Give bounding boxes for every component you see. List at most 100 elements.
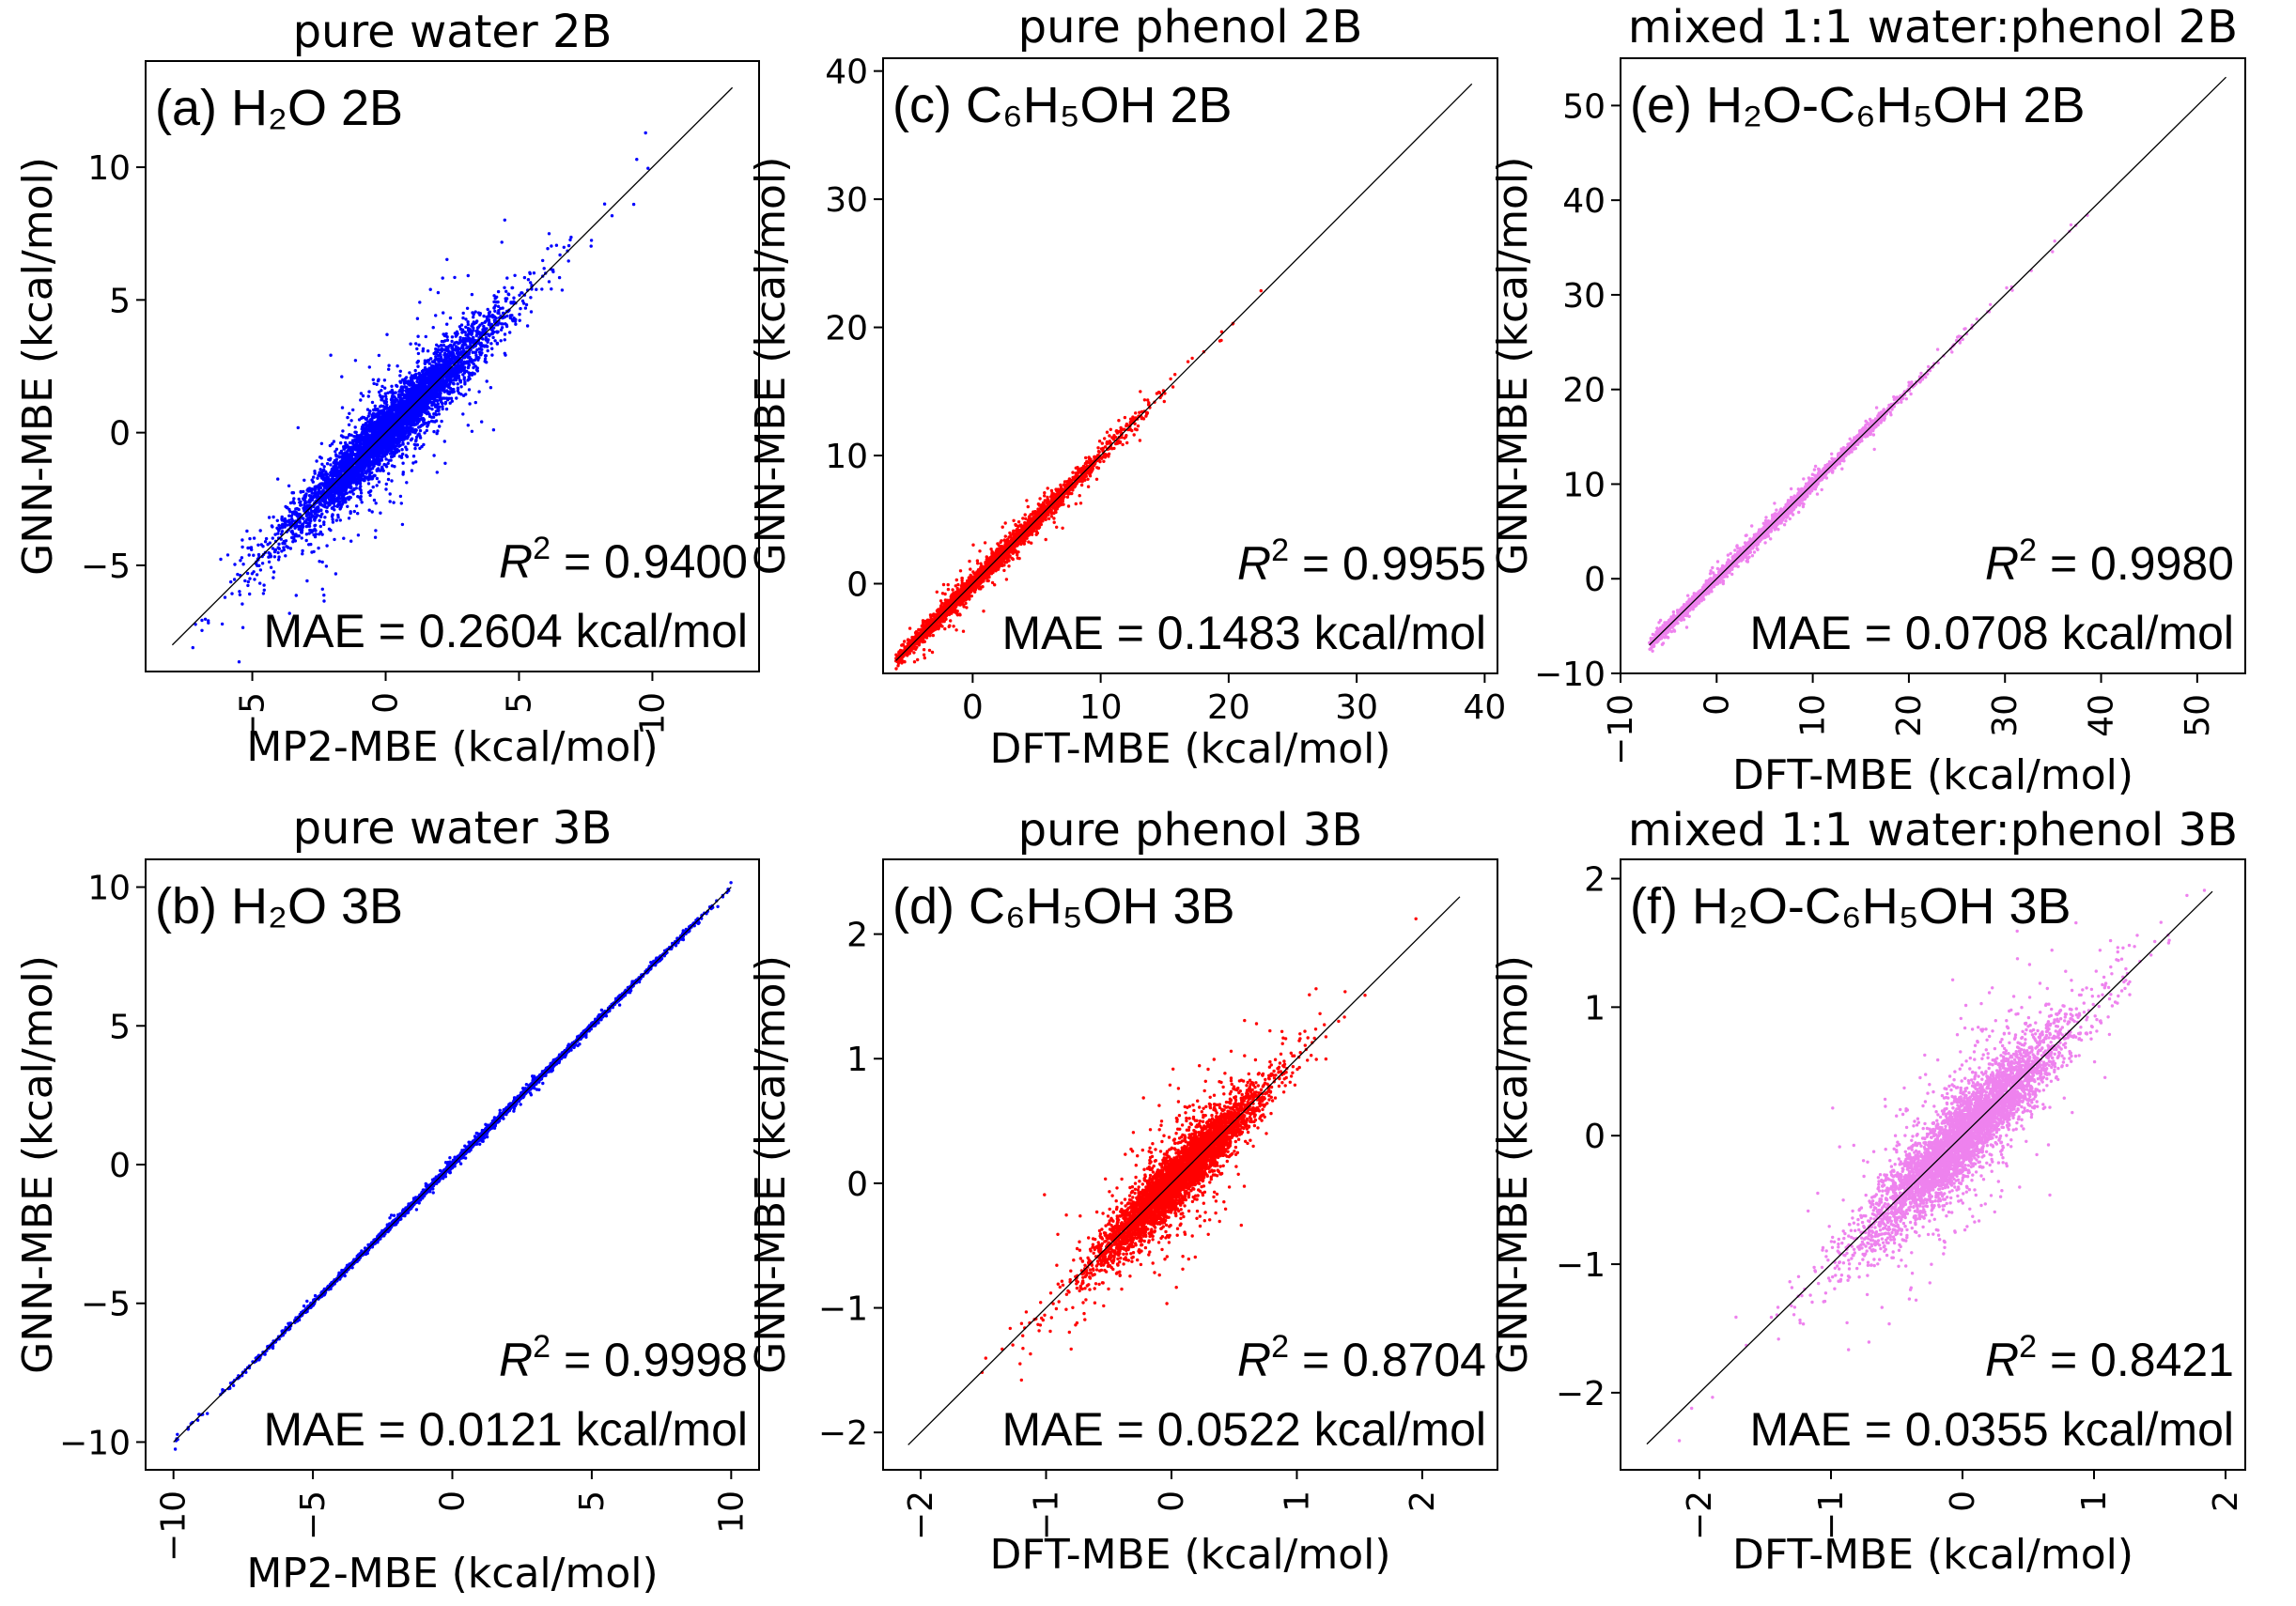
data-point xyxy=(316,510,319,514)
data-point xyxy=(410,374,413,378)
data-point xyxy=(462,376,466,379)
data-point xyxy=(405,481,409,485)
data-point xyxy=(427,374,431,378)
data-point xyxy=(318,530,323,534)
data-point xyxy=(319,515,323,518)
data-point xyxy=(373,445,378,449)
data-point xyxy=(417,343,421,347)
data-point xyxy=(366,490,371,494)
data-point xyxy=(504,289,508,293)
data-point xyxy=(529,296,533,300)
data-point xyxy=(306,521,310,525)
data-point xyxy=(550,287,553,291)
data-point xyxy=(380,417,383,422)
data-point xyxy=(374,432,379,437)
data-point xyxy=(437,412,441,416)
data-point xyxy=(445,257,449,261)
data-point xyxy=(489,342,493,346)
data-point xyxy=(405,385,409,389)
data-point xyxy=(441,401,444,406)
data-point xyxy=(366,466,370,470)
data-point xyxy=(372,498,377,502)
data-point xyxy=(349,472,354,476)
data-point xyxy=(314,533,318,536)
data-point xyxy=(416,407,420,410)
data-point xyxy=(322,465,326,469)
data-point xyxy=(505,276,509,280)
data-point xyxy=(566,243,571,248)
data-point xyxy=(354,504,359,508)
data-point xyxy=(547,280,551,284)
data-point xyxy=(508,331,512,334)
data-point xyxy=(504,322,507,326)
data-point xyxy=(429,390,434,394)
data-point xyxy=(466,345,470,348)
data-point xyxy=(425,400,428,405)
data-point xyxy=(371,378,375,381)
data-point xyxy=(441,405,444,409)
data-point xyxy=(302,497,305,501)
data-point xyxy=(449,372,453,376)
data-point xyxy=(405,421,409,425)
data-point xyxy=(503,351,506,355)
data-point xyxy=(283,521,287,525)
data-point xyxy=(262,583,266,587)
data-point xyxy=(380,440,384,445)
data-point xyxy=(327,503,331,507)
data-point xyxy=(411,401,414,405)
data-point xyxy=(263,540,268,544)
data-point xyxy=(367,470,372,473)
data-point xyxy=(347,423,351,426)
data-point xyxy=(292,537,296,541)
data-point xyxy=(366,394,370,398)
data-point xyxy=(435,471,439,474)
data-point xyxy=(279,537,283,541)
data-point xyxy=(417,388,421,392)
data-point xyxy=(359,495,363,499)
data-point xyxy=(318,502,322,506)
data-point xyxy=(346,457,350,461)
data-point xyxy=(412,376,417,380)
data-point xyxy=(424,371,427,375)
data-point xyxy=(356,475,361,479)
data-point xyxy=(444,407,449,411)
data-point xyxy=(466,334,470,338)
data-point xyxy=(287,507,291,512)
data-point xyxy=(513,319,518,323)
scatter-points-a xyxy=(191,131,650,664)
data-point xyxy=(258,568,263,572)
data-point xyxy=(362,478,366,483)
data-point xyxy=(384,487,388,491)
data-point xyxy=(401,378,405,382)
data-point xyxy=(294,594,298,597)
data-point xyxy=(340,406,345,409)
data-point xyxy=(503,218,506,222)
data-point xyxy=(388,410,392,414)
data-point xyxy=(240,545,244,549)
data-point xyxy=(383,439,387,442)
data-point xyxy=(347,517,351,520)
data-point xyxy=(271,576,275,579)
data-point xyxy=(309,512,313,516)
data-point xyxy=(510,286,515,290)
data-point xyxy=(458,392,461,395)
data-point xyxy=(335,461,340,465)
data-point xyxy=(496,289,501,294)
data-point xyxy=(320,462,324,466)
data-point xyxy=(348,440,352,445)
data-point xyxy=(292,510,296,514)
data-point xyxy=(380,384,384,389)
data-point xyxy=(246,546,250,550)
data-point xyxy=(338,518,342,522)
data-point xyxy=(495,331,500,334)
data-point xyxy=(353,425,357,429)
data-point xyxy=(417,425,421,429)
data-point xyxy=(299,500,303,503)
data-point xyxy=(370,419,374,423)
data-point xyxy=(379,447,383,451)
data-point xyxy=(384,406,388,409)
data-point xyxy=(385,420,389,424)
data-point xyxy=(392,501,396,504)
data-point xyxy=(492,306,496,310)
data-point xyxy=(524,302,529,307)
